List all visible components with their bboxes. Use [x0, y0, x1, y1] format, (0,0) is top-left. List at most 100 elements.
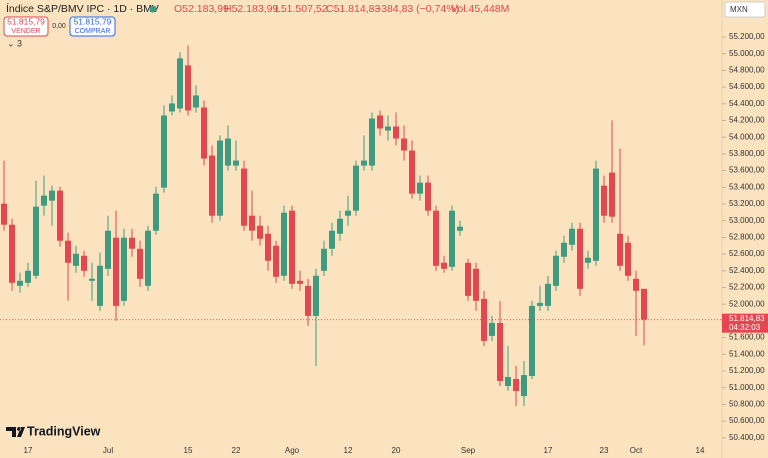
candle-body: [89, 278, 95, 281]
y-tick-label: 50.400,00: [729, 433, 765, 442]
candle-body: [505, 377, 511, 387]
sell-price[interactable]: 51.815,79: [7, 16, 45, 26]
y-tick-label: 53.800,00: [729, 149, 765, 158]
candle-body: [297, 280, 303, 284]
candle-body: [601, 185, 607, 216]
candle-body: [449, 210, 455, 267]
y-tick-label: 51.000,00: [729, 383, 765, 392]
y-tick-label: 54.200,00: [729, 116, 765, 125]
ohlc-close: C51.814,83: [326, 3, 380, 15]
buy-label[interactable]: COMPRAR: [75, 28, 111, 35]
candle-body: [441, 262, 447, 269]
candle-body: [217, 140, 223, 216]
candle-body: [625, 242, 631, 276]
indicators-toggle[interactable]: ⌄ 3: [7, 38, 22, 48]
x-tick-label: Sep: [461, 446, 476, 455]
logo-icon: [6, 427, 25, 437]
y-tick-label: 54.400,00: [729, 99, 765, 108]
candle-body: [329, 230, 335, 249]
buy-box[interactable]: [69, 16, 116, 37]
candle-body: [369, 118, 375, 166]
candle-body: [393, 126, 399, 139]
x-tick-label: 17: [24, 446, 33, 455]
candle-body: [361, 160, 367, 166]
candle-body: [561, 242, 567, 257]
candle-body: [337, 218, 343, 234]
sell-button[interactable]: 51.815,79 VENDER: [3, 16, 49, 37]
candle-body: [209, 155, 215, 216]
candle-body: [513, 379, 519, 392]
x-tick-label: 15: [184, 446, 193, 455]
candle-body: [289, 210, 295, 284]
candle-body: [281, 212, 287, 276]
status-dot: [149, 5, 157, 13]
candle-body: [353, 165, 359, 211]
y-tick-label: 53.600,00: [729, 166, 765, 175]
candle-body: [233, 160, 239, 166]
candle-body: [1, 203, 7, 225]
candle-body: [241, 168, 247, 226]
candle-body: [545, 283, 551, 306]
y-tick-label: 53.400,00: [729, 182, 765, 191]
candle-body: [489, 322, 495, 336]
candle-body: [161, 115, 167, 188]
y-tick-label: 52.800,00: [729, 233, 765, 242]
x-tick-label: 14: [696, 446, 705, 455]
candle-body: [113, 237, 119, 306]
spread: 0,00: [52, 23, 66, 30]
last-price-label: 51.814,83: [729, 314, 765, 323]
y-tick-label: 53.200,00: [729, 199, 765, 208]
candle-body: [25, 270, 31, 283]
y-tick-label: 51.200,00: [729, 366, 765, 375]
x-tick-label: Oct: [630, 446, 643, 455]
candle-body: [137, 248, 143, 279]
candle-body: [273, 245, 279, 277]
candle-body: [305, 285, 311, 316]
candle-body: [41, 195, 47, 206]
x-tick-label: 23: [600, 446, 609, 455]
y-tick-label: 54.600,00: [729, 82, 765, 91]
candle-body: [457, 226, 463, 231]
candle-body: [49, 190, 55, 201]
candle-body: [553, 255, 559, 286]
candle-body: [9, 224, 15, 283]
candle-body: [121, 237, 127, 301]
candle-body: [497, 322, 503, 382]
candle-body: [145, 230, 151, 286]
currency-box[interactable]: [724, 1, 766, 18]
candle-body: [537, 302, 543, 306]
y-tick-label: 51.600,00: [729, 333, 765, 342]
buy-button[interactable]: 51.815,79 COMPRAR: [69, 16, 116, 37]
x-tick-label: 22: [232, 446, 241, 455]
ohlc-high: H52.183,99: [224, 3, 278, 15]
y-tick-label: 54.000,00: [729, 132, 765, 141]
x-tick-label: Ago: [285, 446, 300, 455]
candle-body: [345, 210, 351, 216]
currency[interactable]: MXN: [730, 5, 748, 14]
candle-body: [577, 228, 583, 289]
buy-price[interactable]: 51.815,79: [74, 16, 112, 26]
logo: TradingView: [6, 424, 101, 438]
y-tick-label: 50.600,00: [729, 416, 765, 425]
candle-body: [201, 107, 207, 159]
x-tick-label: 17: [544, 446, 553, 455]
candle-body: [609, 172, 615, 217]
countdown: 04:32:03: [729, 323, 761, 332]
candle-body: [585, 257, 591, 263]
candle-body: [569, 228, 575, 245]
candle-body: [473, 268, 479, 301]
candle-body: [33, 206, 39, 276]
candle-body: [257, 225, 263, 239]
y-tick-label: 52.200,00: [729, 283, 765, 292]
candle-body: [57, 190, 63, 241]
candle-body: [177, 58, 183, 109]
candle-body: [73, 253, 79, 266]
candle-body: [417, 182, 423, 194]
candle-body: [193, 95, 199, 108]
sell-box[interactable]: [3, 16, 49, 37]
candle-body: [529, 305, 535, 377]
candle-body: [409, 150, 415, 194]
sell-label[interactable]: VENDER: [11, 28, 40, 35]
